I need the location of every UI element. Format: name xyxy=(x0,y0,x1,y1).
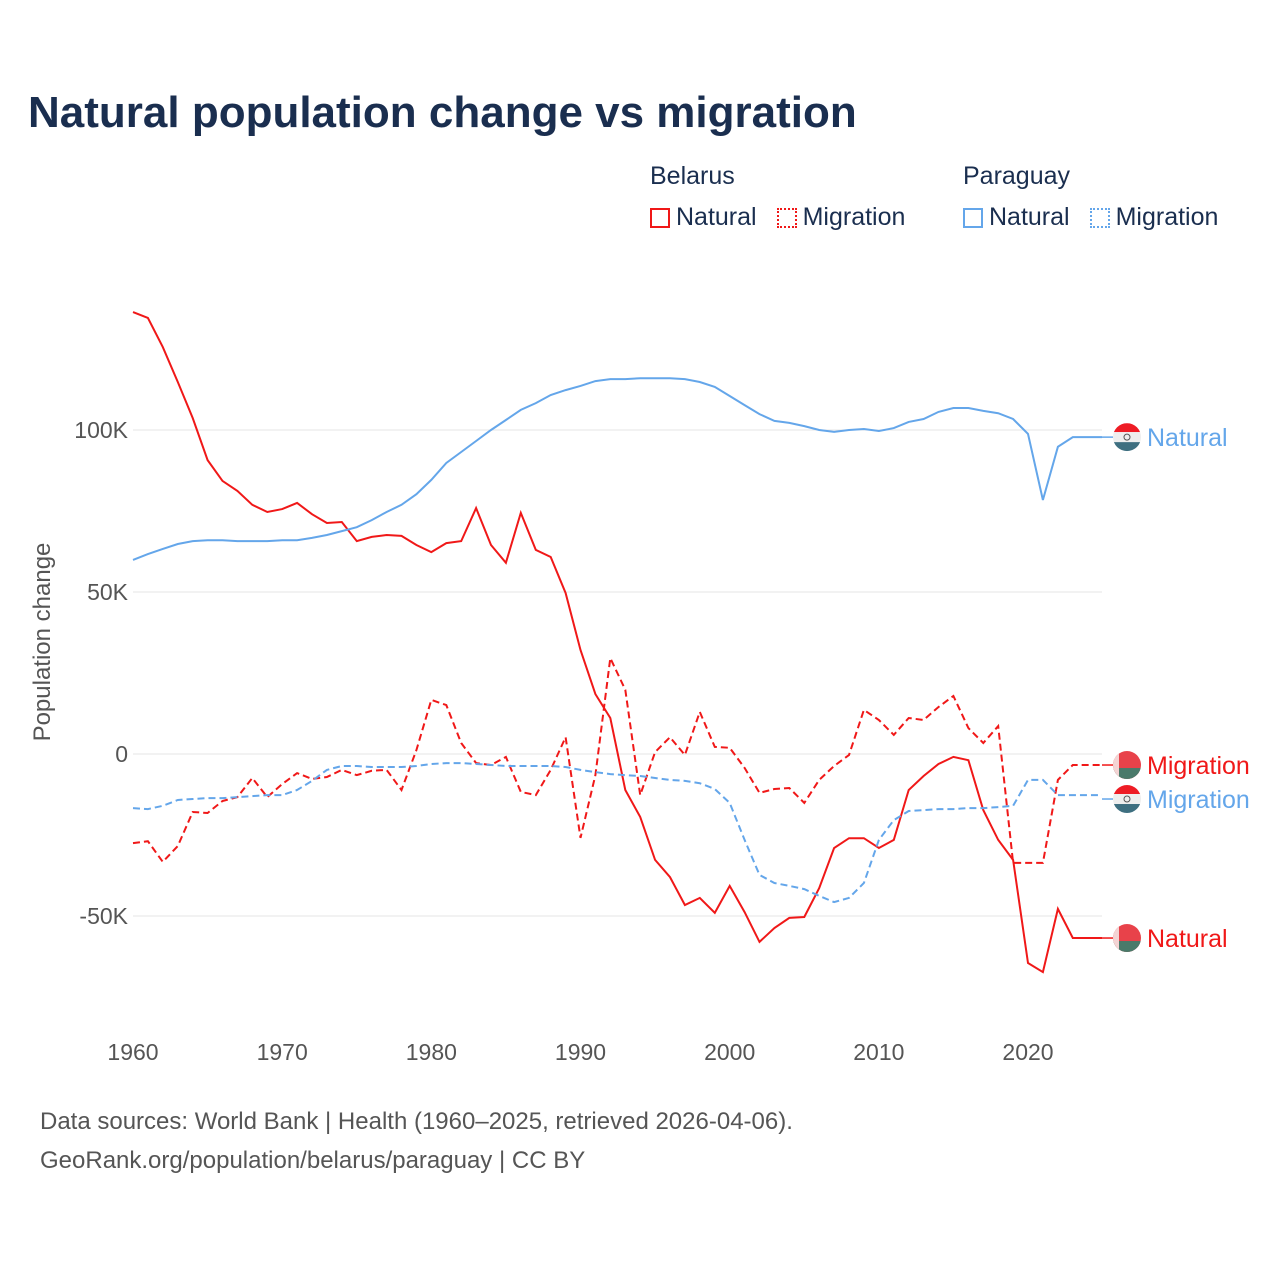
footer-credit: GeoRank.org/population/belarus/paraguay … xyxy=(40,1147,586,1174)
end-label-text: Natural xyxy=(1147,424,1228,452)
end-label-belarus-natural: Natural xyxy=(1102,924,1228,953)
chart-title: Natural population change vs migration xyxy=(28,88,857,137)
solid-swatch-icon xyxy=(650,207,670,228)
flag-body xyxy=(1113,785,1141,814)
legend-group-label: Paraguay xyxy=(963,162,1071,190)
legend-group-paraguay: Paraguay Natural Migration xyxy=(963,162,1218,232)
x-tick-label: 2010 xyxy=(853,1039,904,1065)
x-tick-label: 2000 xyxy=(704,1039,755,1065)
dotted-swatch-icon xyxy=(1089,207,1110,228)
belarus-flag-icon xyxy=(1113,924,1141,953)
flag-blue xyxy=(1113,442,1141,452)
flag-ornament xyxy=(1113,924,1119,953)
legend-label: Migration xyxy=(1115,203,1219,231)
dotted-swatch-icon xyxy=(776,207,797,228)
x-tick-label: 1970 xyxy=(257,1039,308,1065)
solid-swatch-icon xyxy=(963,207,983,228)
legend-label: Migration xyxy=(802,203,906,231)
legend-item-paraguay-natural[interactable]: Natural xyxy=(963,203,1070,232)
legend-group-label: Belarus xyxy=(650,162,735,190)
legend-item-belarus-natural[interactable]: Natural xyxy=(650,203,757,232)
flag-green xyxy=(1113,768,1141,780)
flag-white xyxy=(1113,794,1141,805)
y-tick-label: 0 xyxy=(115,741,128,767)
legend-label: Natural xyxy=(676,203,757,231)
legend-item-belarus-migration[interactable]: Migration xyxy=(776,203,906,232)
flag-white xyxy=(1113,432,1141,443)
series-line-belarus-migration xyxy=(132,654,1102,864)
y-tick-label: 100K xyxy=(74,417,128,443)
legend-label: Natural xyxy=(989,203,1070,231)
flag-body xyxy=(1113,924,1141,953)
paraguay-flag-icon xyxy=(1113,423,1141,452)
flag-green xyxy=(1113,941,1141,953)
x-tick-label: 1990 xyxy=(555,1039,606,1065)
flag-red xyxy=(1113,423,1141,433)
end-label-paraguay-migration: Migration xyxy=(1102,785,1250,814)
y-tick-label: -50K xyxy=(79,903,128,929)
flag-body xyxy=(1113,751,1141,780)
legend-group-belarus: Belarus Natural Migration xyxy=(650,162,905,232)
series-line-belarus-natural xyxy=(132,311,1102,974)
end-label-text: Natural xyxy=(1147,925,1228,953)
x-tick-label: 1980 xyxy=(406,1039,457,1065)
belarus-flag-icon xyxy=(1113,751,1141,780)
end-label-text: Migration xyxy=(1147,752,1250,780)
flag-body xyxy=(1113,423,1141,452)
footer-sources: Data sources: World Bank | Health (1960–… xyxy=(40,1108,793,1135)
flag-red xyxy=(1113,785,1141,795)
end-label-text: Migration xyxy=(1147,786,1250,814)
end-label-paraguay-natural: Natural xyxy=(1102,423,1228,452)
legend-item-paraguay-migration[interactable]: Migration xyxy=(1089,203,1219,232)
y-axis-label: Population change xyxy=(29,543,56,742)
flag-ornament xyxy=(1113,751,1119,780)
x-tick-label: 1960 xyxy=(107,1039,158,1065)
series-line-paraguay-migration xyxy=(132,762,1102,904)
flag-blue xyxy=(1113,804,1141,814)
series-line-paraguay-natural xyxy=(132,377,1102,561)
flag-emblem xyxy=(1123,433,1131,441)
end-label-belarus-migration: Migration xyxy=(1102,751,1250,780)
paraguay-flag-icon xyxy=(1113,785,1141,814)
y-tick-label: 50K xyxy=(87,579,129,605)
flag-emblem xyxy=(1123,795,1131,803)
x-tick-label: 2020 xyxy=(1002,1039,1053,1065)
